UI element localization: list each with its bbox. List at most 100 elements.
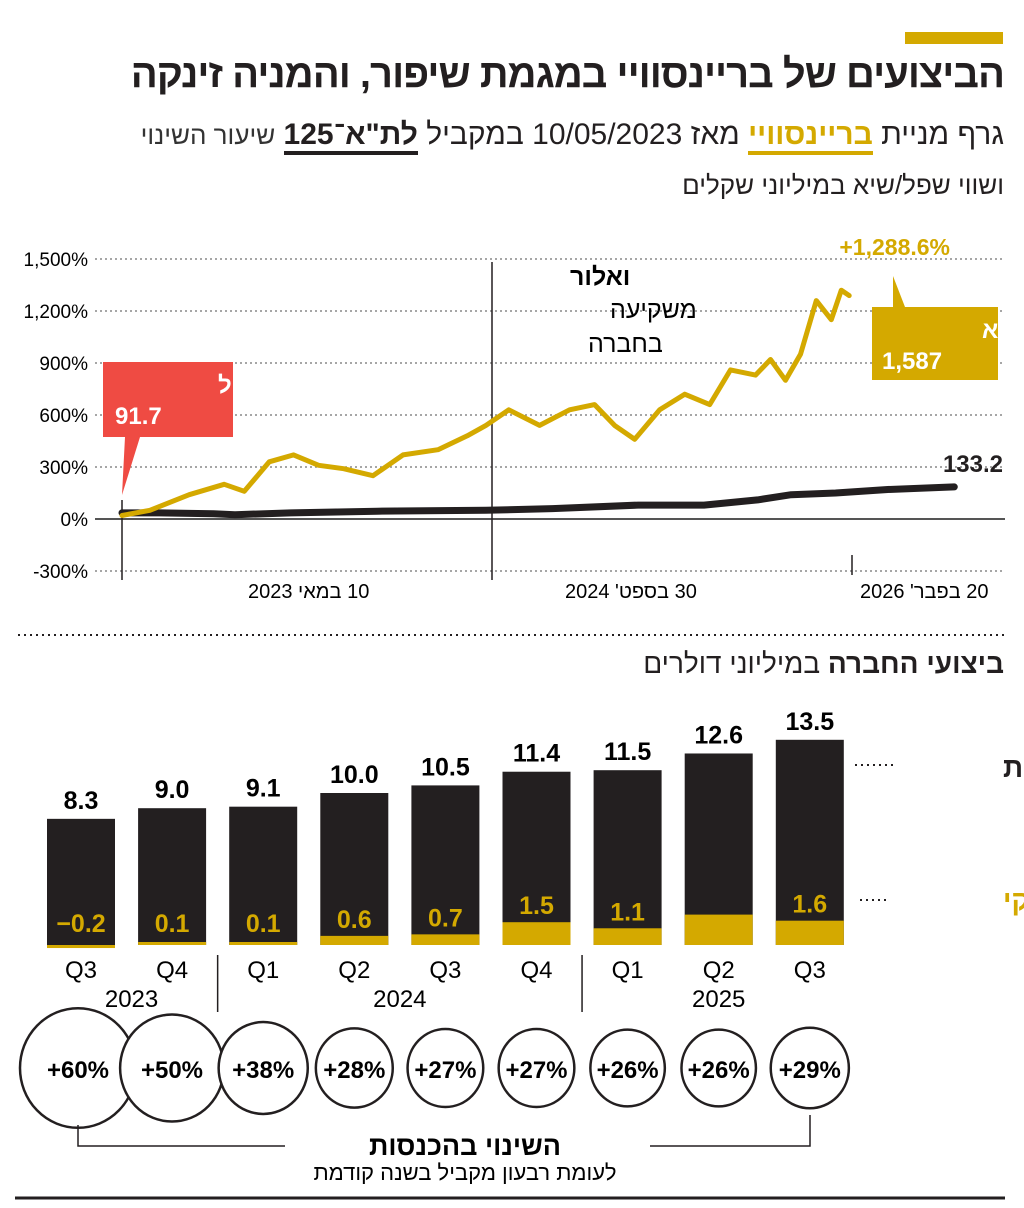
title-accent-bar (905, 32, 1003, 44)
low-callout-value: 91.7 (115, 403, 162, 430)
subtitle-company: בריינסוויי (748, 118, 873, 155)
profit-label: −0.2 (56, 910, 105, 938)
revenue-change-label: +27% (505, 1057, 567, 1084)
year-label: 2024 (373, 986, 426, 1013)
profit-label: 0.7 (428, 904, 463, 932)
revenue-bar (47, 818, 115, 945)
legend-profit: רווח נקי (1003, 885, 1024, 916)
high-callout-value: 1,587 (882, 348, 942, 375)
revenue-change-label: +29% (779, 1057, 841, 1084)
event-line-3: בחברה (588, 330, 663, 358)
revenue-label: 8.3 (64, 787, 99, 815)
bracket-right (650, 1115, 811, 1147)
quarter-label: Q3 (65, 957, 97, 984)
profit-bar (593, 928, 662, 945)
y-tick-label: 1,500% (24, 250, 89, 271)
quarter-label: Q1 (612, 957, 644, 984)
bar-chart: 8.3 −0.2 Q3 9.0 0.1 Q4 9.1 0.1 Q1 10.0 0.6 Q2 10.5 0.… (47, 708, 844, 1013)
revenue-change-bubble (406, 1027, 485, 1109)
revenue-bar (229, 806, 298, 945)
legend-revenue: הכנסות (1003, 752, 1024, 783)
y-tick-label: 0% (61, 510, 89, 531)
revenue-change-bubble (314, 1027, 395, 1109)
bar-legend: הכנסות רווח נקי (855, 752, 1024, 916)
y-tick-label: 600% (39, 406, 88, 427)
quarter-label: Q2 (703, 957, 735, 984)
revenue-change-label: +27% (414, 1057, 476, 1084)
revenue-bar (320, 793, 389, 945)
profit-bar (502, 922, 571, 945)
quarter-label: Q4 (520, 957, 552, 984)
revenue-change-bubble (769, 1026, 851, 1110)
y-tick-label: 900% (39, 354, 88, 375)
profit-bar (684, 914, 753, 945)
revenue-label: 11.5 (604, 738, 651, 766)
line-chart: -300% 0% 300% 600% 900% 1,200% 1,500% 10 במאי 2… (24, 234, 1005, 603)
subtitle-part1: גרף מניית (881, 118, 1004, 151)
revenue-change-bubbles: +60% +50% +38% +28% +27% +27% +26% +26% +29% (18, 1006, 851, 1130)
subtitle: גרף מניית בריינסוויי מאז 10/05/2023 במקב… (140, 118, 1004, 155)
high-callout-box (872, 276, 998, 380)
low-callout-label: שווי שפל (218, 372, 314, 399)
event-line-2: משקיעה (610, 296, 697, 324)
event-line-1: ואלור (570, 263, 630, 291)
revenue-bar (684, 753, 753, 945)
revenue-bar (411, 785, 480, 945)
quarter-label: Q3 (794, 957, 826, 984)
revenue-change-title: השינוי בהכנסות (369, 1131, 561, 1161)
revenue-label: 12.6 (694, 721, 743, 749)
revenue-change-subtitle: לעומת רבעון מקביל בשנה קודמת (313, 1160, 616, 1185)
bar-chart-title-main: ביצועי החברה (827, 648, 1004, 679)
bar-chart-title-suffix: במיליוני דולרים (643, 648, 821, 679)
profit-label: 0.1 (246, 910, 281, 938)
revenue-change-label: +60% (47, 1057, 109, 1084)
profit-bar (138, 942, 207, 945)
revenue-label: 9.1 (246, 775, 281, 803)
quarter-label: Q1 (247, 957, 279, 984)
profit-bar (320, 935, 389, 945)
revenue-change-bubble (217, 1020, 310, 1116)
revenue-change-bubble (497, 1027, 576, 1109)
profit-label: 1.1 (610, 898, 645, 926)
low-callout-box (103, 362, 233, 495)
revenue-change-label: +26% (597, 1057, 659, 1084)
revenue-bar (775, 739, 844, 945)
stock-line (119, 287, 852, 518)
y-tick-label: 300% (39, 458, 88, 479)
revenue-label: 9.0 (155, 776, 190, 804)
revenue-bar (138, 808, 207, 945)
year-label: 2023 (105, 986, 158, 1013)
profit-bar (47, 945, 115, 949)
revenue-change-label: +38% (232, 1057, 294, 1084)
quarter-label: Q4 (156, 957, 188, 984)
revenue-label: 10.5 (421, 753, 470, 781)
profit-label: 1.6 (792, 891, 827, 919)
index-end-label: 133.2 (943, 451, 1003, 478)
revenue-label: 11.4 (513, 740, 560, 768)
bracket-left (77, 1125, 285, 1147)
bar-chart-title: ביצועי החברה במיליוני דולרים (643, 648, 1004, 680)
revenue-bar (593, 770, 662, 945)
page-title: הביצועים של בריינסוויי במגמת שיפור, והמנ… (130, 52, 1005, 96)
high-value-callout: שווי שיא 1,587 (872, 276, 1024, 380)
revenue-change-label: +26% (688, 1057, 750, 1084)
revenue-change-label: +28% (323, 1057, 385, 1084)
x-tick-label: 10 במאי 2023 (248, 581, 369, 603)
profit-bar (229, 942, 298, 945)
revenue-label: 13.5 (785, 708, 834, 736)
revenue-change-bubble (589, 1028, 667, 1108)
profit-bar (411, 934, 480, 945)
high-callout-label: שווי שיא (982, 317, 1024, 344)
subtitle-part3: שיעור השינוי (140, 120, 276, 150)
y-tick-label: -300% (33, 562, 88, 583)
y-tick-label: 1,200% (24, 302, 89, 323)
profit-label: 1.5 (519, 892, 554, 920)
x-tick-label: 20 בפבר' 2026 (860, 581, 989, 603)
profit-bar (775, 920, 844, 945)
profit-label: 0.1 (155, 910, 190, 938)
quarter-label: Q3 (429, 957, 461, 984)
event-annotation: ואלור משקיעה בחברה (570, 263, 697, 358)
year-label: 2025 (692, 986, 745, 1013)
subtitle-line2: ושווי שפל/שיא במיליוני שקלים (682, 170, 1004, 200)
